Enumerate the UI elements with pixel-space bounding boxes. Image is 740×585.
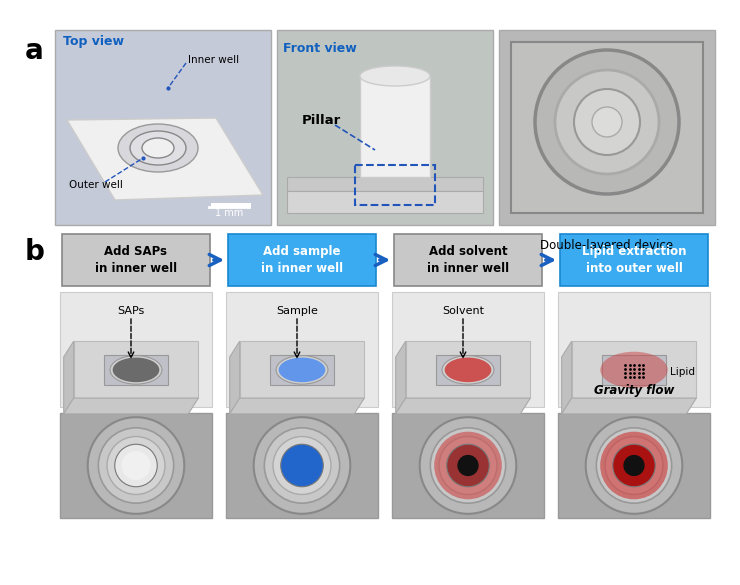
Text: Gravity flow: Gravity flow bbox=[593, 384, 674, 397]
Bar bbox=[287, 191, 483, 213]
Polygon shape bbox=[562, 341, 572, 414]
Polygon shape bbox=[104, 355, 169, 385]
Ellipse shape bbox=[112, 357, 159, 382]
Bar bbox=[560, 234, 708, 286]
Ellipse shape bbox=[613, 444, 655, 487]
Ellipse shape bbox=[596, 428, 672, 503]
Bar bbox=[277, 30, 493, 225]
Bar bbox=[226, 292, 378, 407]
Ellipse shape bbox=[434, 432, 502, 500]
Ellipse shape bbox=[130, 131, 186, 165]
Bar bbox=[60, 292, 212, 407]
Bar bbox=[226, 413, 378, 518]
Ellipse shape bbox=[585, 417, 682, 514]
Text: Lipid: Lipid bbox=[670, 367, 696, 377]
Ellipse shape bbox=[273, 436, 331, 494]
Text: Pillar: Pillar bbox=[302, 113, 341, 126]
Polygon shape bbox=[396, 398, 531, 414]
Ellipse shape bbox=[600, 352, 667, 388]
Ellipse shape bbox=[447, 444, 489, 487]
Ellipse shape bbox=[88, 417, 184, 514]
Ellipse shape bbox=[439, 436, 497, 494]
Bar bbox=[392, 292, 544, 407]
Text: Solvent: Solvent bbox=[442, 306, 484, 316]
Text: a: a bbox=[25, 37, 44, 65]
Ellipse shape bbox=[107, 436, 165, 494]
Polygon shape bbox=[572, 341, 696, 398]
Text: SAPs: SAPs bbox=[118, 306, 144, 316]
Bar bbox=[287, 177, 483, 191]
Polygon shape bbox=[436, 355, 500, 385]
Ellipse shape bbox=[457, 455, 479, 476]
Polygon shape bbox=[229, 398, 364, 414]
Ellipse shape bbox=[605, 436, 663, 494]
Bar bbox=[60, 413, 212, 518]
Text: Top view: Top view bbox=[63, 36, 124, 49]
Polygon shape bbox=[269, 355, 334, 385]
Ellipse shape bbox=[431, 428, 505, 503]
Ellipse shape bbox=[254, 417, 350, 514]
Bar bbox=[558, 413, 710, 518]
Ellipse shape bbox=[110, 356, 162, 384]
Text: b: b bbox=[25, 238, 45, 266]
Bar bbox=[355, 165, 435, 205]
Ellipse shape bbox=[445, 357, 491, 382]
Ellipse shape bbox=[555, 70, 659, 174]
Polygon shape bbox=[229, 341, 240, 414]
Ellipse shape bbox=[420, 417, 517, 514]
Bar bbox=[394, 234, 542, 286]
Bar bbox=[55, 30, 271, 225]
Ellipse shape bbox=[360, 66, 430, 86]
Ellipse shape bbox=[118, 124, 198, 172]
Ellipse shape bbox=[623, 455, 645, 476]
Ellipse shape bbox=[279, 357, 326, 382]
Polygon shape bbox=[406, 341, 531, 398]
Text: Add solvent
in inner well: Add solvent in inner well bbox=[427, 245, 509, 275]
Polygon shape bbox=[562, 398, 696, 414]
Text: Outer well: Outer well bbox=[69, 180, 123, 190]
Text: Add sample
in inner well: Add sample in inner well bbox=[261, 245, 343, 275]
Ellipse shape bbox=[535, 50, 679, 194]
Text: Double-layered device: Double-layered device bbox=[540, 239, 673, 252]
Text: Inner well: Inner well bbox=[188, 55, 239, 65]
Ellipse shape bbox=[121, 451, 150, 480]
Bar bbox=[392, 413, 544, 518]
Bar bbox=[211, 203, 251, 207]
Bar bbox=[62, 234, 210, 286]
Bar bbox=[360, 76, 430, 177]
Bar bbox=[499, 30, 715, 225]
Polygon shape bbox=[64, 341, 74, 414]
Text: 1 mm: 1 mm bbox=[215, 208, 243, 218]
Ellipse shape bbox=[600, 432, 667, 500]
Ellipse shape bbox=[276, 356, 328, 384]
Ellipse shape bbox=[142, 138, 174, 158]
Text: Sample: Sample bbox=[276, 306, 318, 316]
Ellipse shape bbox=[115, 444, 158, 487]
Ellipse shape bbox=[280, 444, 323, 487]
Text: Front view: Front view bbox=[283, 42, 357, 55]
Polygon shape bbox=[67, 118, 263, 200]
Bar bbox=[228, 234, 376, 286]
Polygon shape bbox=[396, 341, 406, 414]
Bar bbox=[558, 292, 710, 407]
Polygon shape bbox=[74, 341, 198, 398]
Ellipse shape bbox=[264, 428, 340, 503]
Bar bbox=[511, 42, 703, 213]
Ellipse shape bbox=[442, 356, 494, 384]
Ellipse shape bbox=[592, 107, 622, 137]
Ellipse shape bbox=[574, 89, 640, 155]
Text: Add SAPs
in inner well: Add SAPs in inner well bbox=[95, 245, 177, 275]
Polygon shape bbox=[64, 398, 198, 414]
Polygon shape bbox=[602, 355, 667, 385]
Ellipse shape bbox=[98, 428, 174, 503]
Polygon shape bbox=[240, 341, 364, 398]
Text: Lipid extraction
into outer well: Lipid extraction into outer well bbox=[582, 245, 686, 275]
